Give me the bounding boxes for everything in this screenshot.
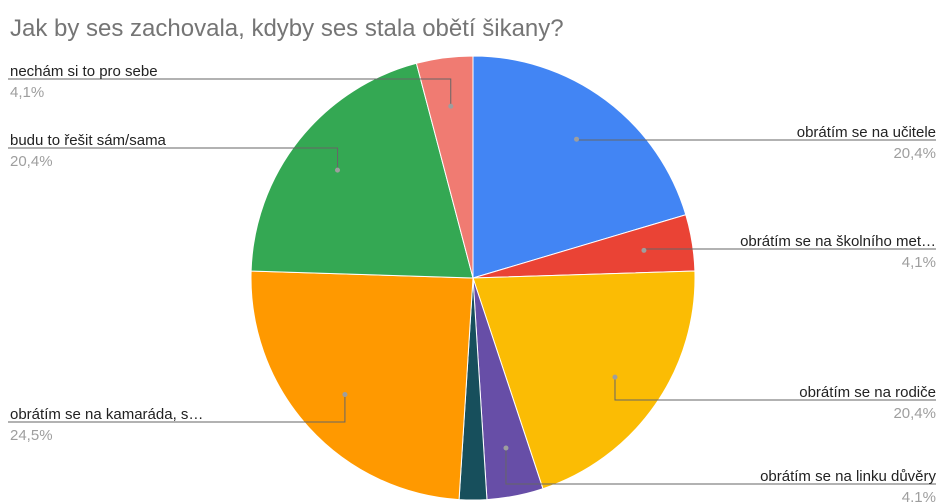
leader-dot (641, 247, 647, 253)
slice-label: nechám si to pro sebe (10, 63, 158, 80)
leader-dot (342, 392, 348, 398)
leader-dot (335, 167, 341, 173)
leader-dot (574, 136, 580, 142)
slice-label: obrátím se na učitele (797, 124, 936, 141)
slice-value-label: 20,4% (893, 145, 936, 162)
leader-line (614, 377, 936, 401)
slice-value-label: 4,1% (902, 489, 936, 502)
slice-label: obrátím se na školního met… (740, 233, 936, 250)
slice-value-label: 20,4% (10, 153, 53, 170)
slice-label: obrátím se na kamaráda, s… (10, 406, 203, 423)
pie-slice (472, 270, 696, 490)
leader-line (8, 78, 452, 107)
pie-slice (472, 55, 687, 279)
leader-dot (612, 374, 618, 380)
slice-value-label: 20,4% (893, 405, 936, 422)
chart-title: Jak by ses zachovala, kdyby ses stala ob… (10, 15, 564, 42)
slice-label: obrátím se na linku důvěry (760, 468, 936, 485)
slice-value-label: 4,1% (902, 254, 936, 271)
pie-slice (250, 62, 474, 279)
pie-slice (250, 270, 474, 501)
slice-label: obrátím se na rodiče (799, 384, 936, 401)
leader-line (505, 447, 936, 485)
pie-slice (415, 55, 474, 279)
leader-dot (448, 103, 454, 109)
leader-dot (503, 445, 509, 451)
leader-line (8, 147, 339, 171)
leader-line (8, 394, 346, 423)
slice-label: budu to řešit sám/sama (10, 132, 167, 149)
slice-value-label: 24,5% (10, 427, 53, 444)
slice-value-label: 4,1% (10, 84, 44, 101)
